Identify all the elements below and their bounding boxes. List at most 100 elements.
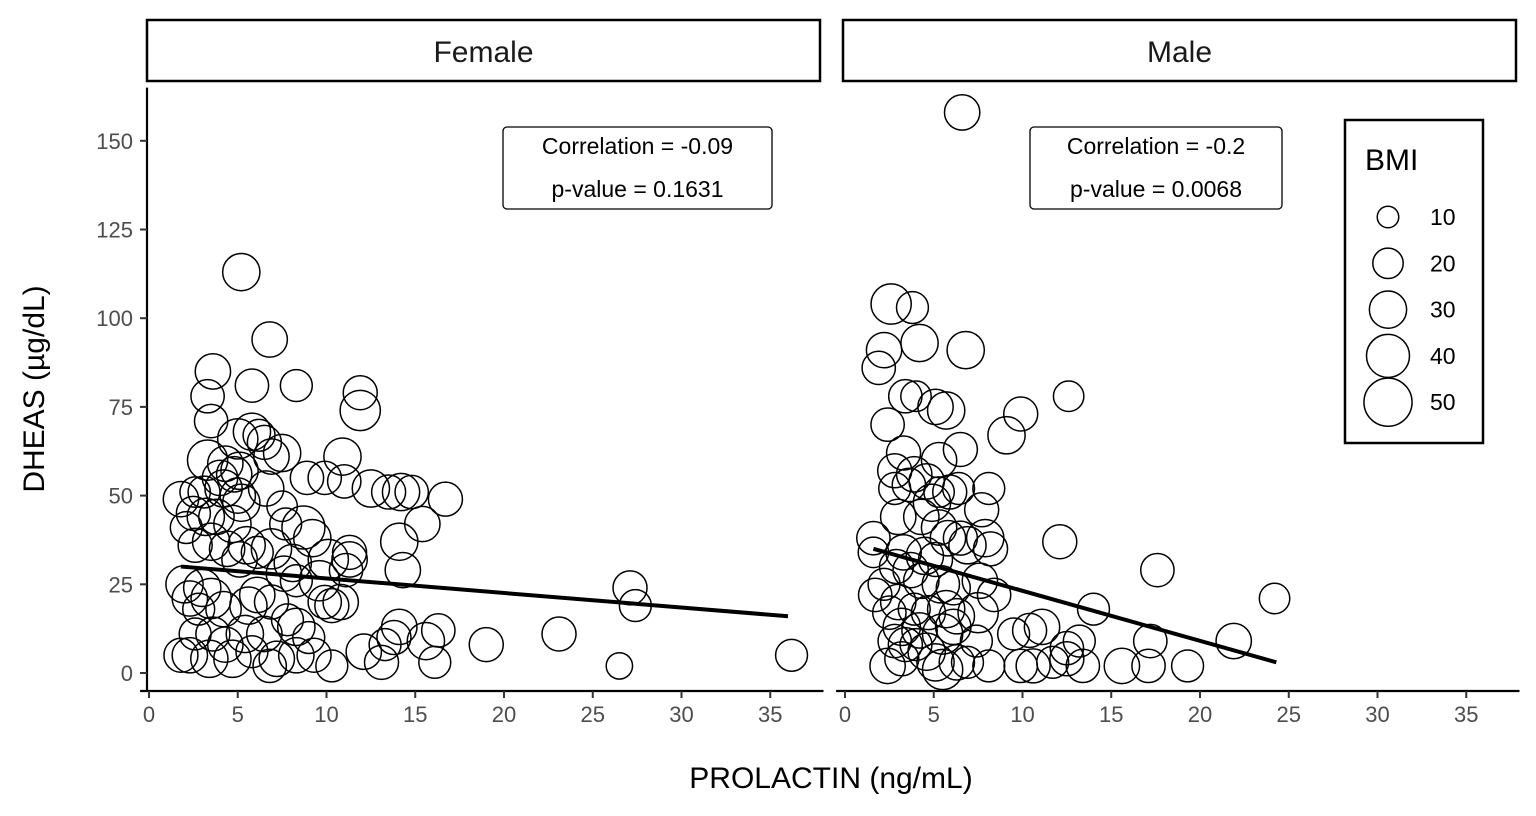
data-point bbox=[861, 350, 897, 386]
data-point bbox=[869, 647, 907, 685]
data-point bbox=[1170, 649, 1205, 683]
data-point bbox=[323, 437, 362, 476]
facet-strip-female: Female bbox=[145, 18, 822, 83]
data-point bbox=[247, 470, 285, 507]
data-point bbox=[957, 591, 999, 634]
data-point bbox=[189, 639, 229, 679]
data-point bbox=[191, 522, 231, 562]
y-tick-label: 150 bbox=[96, 129, 133, 154]
facet-strip-male-label: Male bbox=[1147, 36, 1212, 69]
data-point bbox=[403, 505, 441, 543]
data-point bbox=[179, 476, 212, 509]
legend-label: 40 bbox=[1430, 343, 1456, 369]
data-point bbox=[926, 391, 966, 430]
legend-symbol bbox=[1368, 290, 1408, 329]
data-point bbox=[878, 471, 912, 506]
x-tick-label: 15 bbox=[1099, 702, 1123, 727]
data-point bbox=[972, 531, 1009, 567]
x-tick-label: 30 bbox=[669, 702, 693, 727]
male-points bbox=[855, 93, 1291, 691]
data-point bbox=[941, 471, 976, 506]
data-point bbox=[376, 619, 412, 656]
data-point bbox=[186, 497, 226, 537]
data-point bbox=[1052, 380, 1085, 413]
data-point bbox=[177, 527, 213, 564]
data-point bbox=[296, 637, 332, 674]
data-point bbox=[855, 520, 891, 556]
data-point bbox=[420, 613, 456, 648]
data-point bbox=[277, 636, 315, 674]
male-correlation-annotation: Correlation = -0.2 p-value = 0.0068 bbox=[1029, 126, 1283, 210]
data-point bbox=[912, 483, 952, 523]
data-point bbox=[885, 435, 922, 471]
data-point bbox=[171, 580, 209, 617]
legend-symbol bbox=[1372, 247, 1404, 280]
data-point bbox=[406, 621, 446, 661]
data-point bbox=[351, 469, 391, 508]
data-point bbox=[345, 633, 383, 671]
data-point bbox=[865, 331, 903, 369]
male-trend-line bbox=[872, 546, 1277, 665]
data-point bbox=[331, 534, 368, 571]
data-point bbox=[221, 541, 258, 578]
data-point bbox=[238, 576, 276, 614]
data-point bbox=[289, 460, 325, 496]
data-point bbox=[326, 464, 362, 499]
female-trend-line bbox=[180, 564, 789, 619]
data-point bbox=[322, 583, 360, 621]
male-correlation-text: Correlation = -0.2 bbox=[1067, 133, 1245, 159]
data-point bbox=[380, 608, 418, 646]
data-point bbox=[1215, 622, 1253, 660]
y-tick-label: 50 bbox=[109, 484, 133, 509]
data-point bbox=[178, 617, 212, 651]
x-tick-label: 10 bbox=[1010, 702, 1034, 727]
data-point bbox=[379, 522, 419, 562]
legend-label: 50 bbox=[1430, 389, 1456, 415]
data-point bbox=[1065, 648, 1101, 684]
x-tick-label: 0 bbox=[143, 702, 155, 727]
data-point bbox=[910, 594, 947, 631]
data-point bbox=[213, 639, 252, 679]
x-tick-label: 25 bbox=[581, 702, 605, 727]
legend-label: 30 bbox=[1430, 297, 1456, 323]
data-point bbox=[270, 603, 305, 637]
data-point bbox=[871, 595, 907, 631]
data-point bbox=[307, 538, 350, 581]
data-point bbox=[901, 612, 938, 649]
y-tick-label: 0 bbox=[121, 661, 133, 686]
data-point bbox=[221, 252, 261, 292]
data-point bbox=[163, 637, 199, 674]
data-point bbox=[926, 589, 966, 629]
data-point bbox=[253, 438, 290, 475]
data-point bbox=[923, 476, 956, 509]
data-point bbox=[948, 525, 987, 565]
data-point bbox=[882, 607, 922, 647]
data-point bbox=[169, 510, 203, 545]
data-point bbox=[1042, 523, 1078, 560]
data-point bbox=[279, 564, 314, 598]
data-point bbox=[281, 505, 326, 550]
data-point bbox=[1035, 645, 1070, 680]
data-point bbox=[1062, 624, 1096, 658]
data-point bbox=[961, 562, 999, 600]
data-point bbox=[917, 388, 954, 426]
facet-strip-female-box bbox=[145, 18, 822, 83]
data-point bbox=[427, 481, 464, 517]
facet-strip-female-label: Female bbox=[433, 36, 533, 69]
data-point bbox=[895, 290, 930, 325]
data-point bbox=[950, 645, 985, 680]
data-point bbox=[605, 651, 634, 680]
legend-label: 10 bbox=[1430, 204, 1456, 230]
data-point bbox=[240, 535, 274, 570]
data-point bbox=[384, 551, 422, 589]
data-point bbox=[245, 615, 283, 653]
data-point bbox=[418, 645, 452, 680]
x-tick-label: 35 bbox=[1454, 702, 1478, 727]
data-point bbox=[942, 431, 979, 468]
data-point bbox=[1002, 396, 1039, 432]
x-tick-label: 10 bbox=[314, 702, 338, 727]
data-point bbox=[262, 433, 302, 473]
data-point bbox=[879, 498, 917, 536]
data-point bbox=[963, 492, 1000, 528]
data-point bbox=[175, 495, 212, 532]
